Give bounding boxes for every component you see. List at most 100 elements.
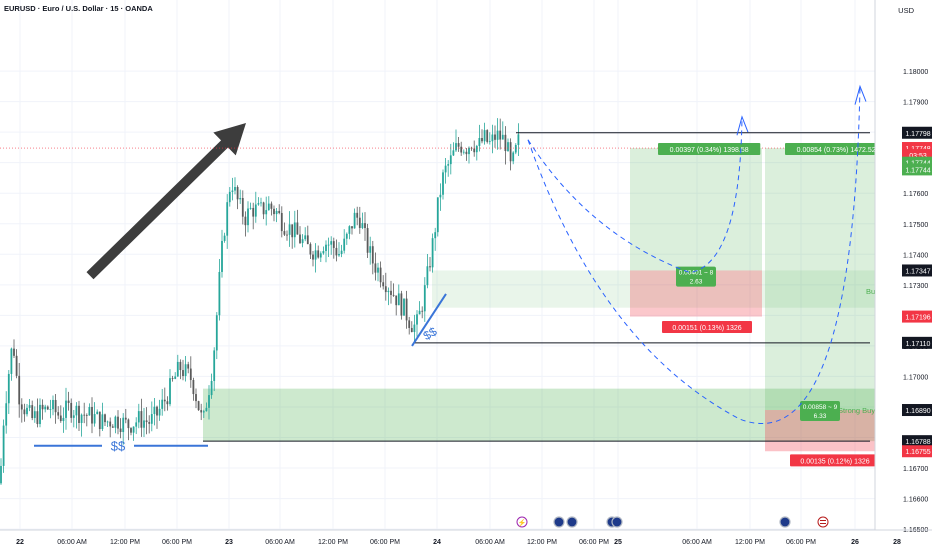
candle-body: [421, 310, 424, 312]
candle-body: [325, 244, 327, 252]
candle-body: [361, 223, 364, 228]
candle-body: [59, 415, 62, 422]
trade-label-text: 0.00854 (0.73%) 1472.52: [797, 147, 876, 154]
x-tick-label: 25: [614, 539, 622, 546]
candle-body: [283, 231, 286, 235]
candle-body: [111, 426, 114, 428]
y-tick-label: 1.17300: [903, 283, 928, 290]
candle-body: [33, 411, 36, 419]
candle-body: [442, 172, 444, 195]
candle-body: [174, 376, 177, 379]
candle-body: [439, 194, 442, 198]
candle-body: [387, 290, 390, 293]
axis-price-tag: [902, 264, 932, 277]
candle-body: [195, 394, 197, 402]
candle-body: [330, 241, 333, 245]
candle-body: [98, 411, 101, 430]
candle-body: [314, 250, 317, 260]
candle-body: [239, 198, 242, 200]
candle-body: [132, 426, 135, 433]
candle-body: [488, 141, 491, 143]
candle-body: [371, 246, 374, 264]
candle-body: [348, 226, 351, 234]
candle-body: [390, 290, 392, 295]
trend-arrow: [86, 122, 246, 280]
projection-arrowhead-2: [854, 84, 867, 105]
candle-body: [249, 207, 252, 209]
candle-body: [122, 417, 125, 433]
x-tick-label: 06:00 PM: [579, 539, 609, 546]
axis-price-tag-text: 03:53: [909, 153, 927, 160]
candle-body: [465, 151, 468, 155]
candle-body: [218, 271, 221, 316]
strong-buy-zone: [203, 388, 875, 442]
x-tick-label: 06:00 AM: [682, 539, 712, 546]
y-tick-label: 1.17000: [903, 374, 928, 381]
candle-body: [431, 238, 434, 268]
candle-body: [213, 350, 216, 382]
candle-body: [189, 368, 192, 381]
annotations: $$ $$: [34, 293, 447, 454]
trade1-target-box: [630, 148, 762, 271]
candle-body: [130, 428, 132, 433]
candle-body: [78, 405, 80, 423]
candle-body: [306, 235, 309, 245]
candle-body: [309, 244, 312, 255]
candle-body: [275, 210, 278, 215]
trade2-target-box: [765, 148, 875, 411]
candle-body: [93, 414, 96, 424]
axis-price-tag: [902, 310, 932, 323]
candle-body: [509, 142, 512, 162]
candle-body: [351, 226, 353, 229]
level-price-tag-text: 1.17798: [905, 131, 930, 138]
candle-body: [291, 224, 294, 238]
us-flag-icon: [817, 516, 829, 528]
candle-body: [135, 422, 138, 427]
candle-body: [182, 370, 184, 377]
candle-body: [293, 222, 296, 238]
candle-body: [7, 373, 10, 404]
candle-body: [85, 415, 88, 416]
buy-zone: [432, 270, 875, 308]
candle-body: [18, 375, 21, 405]
candle-body: [434, 232, 437, 239]
y-tick-label: 1.16600: [903, 497, 928, 504]
projection-path-1: [527, 116, 743, 274]
projection-arrowhead-1: [736, 115, 749, 136]
candle-body: [286, 234, 288, 236]
candle-body: [413, 324, 416, 333]
candle-body: [473, 148, 476, 153]
candle-body: [2, 425, 5, 466]
x-tick-label: 06:00 PM: [786, 539, 816, 546]
candle-body: [54, 399, 57, 413]
candle-body: [80, 414, 83, 423]
candle-body: [507, 142, 509, 152]
candle-body: [39, 404, 41, 425]
candle-body: [452, 150, 455, 156]
trade-label-bg: [790, 454, 880, 467]
candle-body: [496, 130, 499, 140]
candle-body: [5, 403, 8, 426]
trade-zones: [203, 148, 875, 452]
candle-body: [187, 364, 190, 369]
candle-body: [501, 134, 504, 140]
candle-body: [392, 294, 395, 296]
y-tick-label: 1.17400: [903, 252, 928, 259]
candle-body: [65, 400, 67, 418]
price-axis: 1.180001.179001.178001.177001.176001.175…: [874, 0, 932, 550]
x-tick-label: 23: [225, 539, 233, 546]
candle-body: [15, 355, 18, 376]
candle-body: [345, 233, 348, 239]
candle-body: [10, 348, 13, 374]
candle-body: [340, 250, 343, 254]
candle-body: [317, 250, 320, 258]
axis-price-tag: [902, 445, 932, 458]
economic-event-icon: [566, 516, 578, 528]
candle-body: [104, 414, 106, 423]
candle-body: [327, 244, 330, 246]
candle-body: [460, 146, 463, 153]
risk-reward-box: [676, 266, 716, 287]
trade-label-text: 0.00135 (0.12%) 1326: [800, 458, 869, 465]
candle-body: [319, 253, 322, 258]
